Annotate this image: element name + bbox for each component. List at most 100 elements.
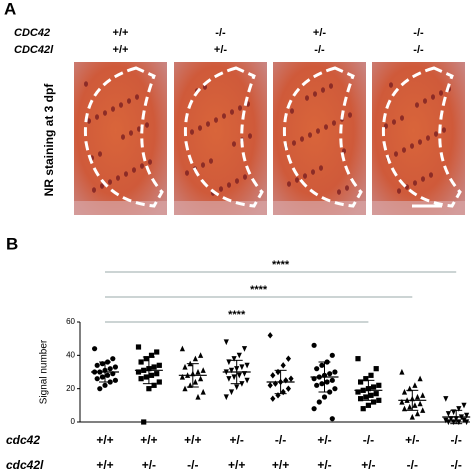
data-point bbox=[275, 392, 281, 399]
stain-dot bbox=[305, 95, 309, 101]
x-tick-label: +/+ bbox=[96, 458, 113, 472]
data-point bbox=[445, 411, 451, 417]
data-point bbox=[399, 398, 405, 405]
stain-dot bbox=[124, 171, 128, 177]
data-point bbox=[135, 344, 142, 350]
data-point bbox=[314, 366, 320, 372]
data-point bbox=[368, 372, 374, 378]
data-point bbox=[192, 378, 198, 385]
stain-dot bbox=[227, 182, 231, 188]
data-point bbox=[443, 396, 449, 402]
x-tick-label: -/- bbox=[407, 458, 418, 472]
stain-dot bbox=[442, 127, 446, 133]
genotype-label: -/- bbox=[413, 44, 424, 56]
stain-dot bbox=[332, 120, 336, 126]
stain-dot bbox=[230, 109, 234, 115]
data-point bbox=[148, 372, 155, 378]
x-tick-label: -/- bbox=[187, 458, 198, 472]
data-point bbox=[138, 376, 144, 382]
data-point bbox=[414, 410, 421, 417]
data-point bbox=[461, 417, 467, 424]
data-point bbox=[445, 419, 451, 426]
data-point bbox=[112, 377, 118, 383]
x-tick-label: +/- bbox=[405, 433, 419, 447]
stain-dot bbox=[185, 170, 189, 176]
data-point bbox=[94, 362, 100, 368]
outline bbox=[183, 66, 264, 208]
stain-dot bbox=[316, 128, 320, 134]
data-point bbox=[226, 376, 232, 382]
image-border bbox=[372, 201, 465, 215]
stain-dot bbox=[100, 183, 104, 189]
data-point bbox=[417, 375, 423, 382]
stain-dot bbox=[308, 132, 312, 138]
data-point bbox=[371, 384, 377, 390]
data-point bbox=[239, 364, 245, 371]
stain-dot bbox=[84, 81, 88, 87]
data-point bbox=[226, 359, 232, 366]
stain-dot bbox=[108, 179, 112, 185]
stain-dot bbox=[232, 141, 236, 147]
y-axis-label: Signal number bbox=[39, 339, 50, 404]
data-point bbox=[412, 382, 418, 388]
data-point bbox=[228, 389, 235, 396]
gene-label: CDC42l bbox=[14, 44, 54, 56]
data-point bbox=[288, 375, 294, 382]
stain-dot bbox=[119, 102, 123, 108]
data-point bbox=[319, 381, 325, 387]
data-point bbox=[236, 372, 242, 379]
data-point bbox=[107, 366, 113, 372]
data-point bbox=[223, 339, 229, 346]
data-point bbox=[148, 352, 155, 358]
genotype-label: -/- bbox=[413, 27, 424, 39]
stain-dot bbox=[434, 131, 438, 137]
data-point bbox=[414, 393, 421, 400]
stain-dot bbox=[321, 87, 325, 93]
data-point bbox=[311, 406, 317, 412]
genotype-label: +/+ bbox=[113, 44, 129, 56]
data-point bbox=[135, 369, 142, 375]
data-point bbox=[456, 419, 462, 426]
stain-dot bbox=[394, 151, 398, 157]
stain-dot bbox=[319, 165, 323, 171]
data-point bbox=[461, 402, 467, 409]
data-point bbox=[195, 393, 201, 400]
data-point bbox=[332, 369, 338, 375]
stain-dot bbox=[423, 98, 427, 104]
data-point bbox=[275, 368, 281, 376]
data-point bbox=[112, 364, 118, 370]
stain-dot bbox=[135, 94, 139, 100]
data-point bbox=[355, 389, 361, 395]
data-point bbox=[234, 384, 240, 391]
stain-dot bbox=[384, 123, 388, 129]
data-point bbox=[94, 376, 100, 382]
stain-dot bbox=[324, 124, 328, 130]
stain-dot bbox=[292, 140, 296, 146]
data-point bbox=[412, 402, 418, 408]
data-point bbox=[311, 342, 317, 348]
data-point bbox=[332, 386, 338, 392]
stain-dot bbox=[431, 94, 435, 100]
data-point bbox=[314, 382, 320, 388]
data-point bbox=[236, 352, 242, 359]
image-border bbox=[74, 201, 167, 215]
data-point bbox=[451, 419, 457, 426]
image-border bbox=[174, 201, 267, 215]
data-point bbox=[420, 392, 426, 398]
data-point bbox=[285, 355, 291, 362]
outline bbox=[381, 66, 462, 208]
data-point bbox=[267, 332, 273, 339]
stain-dot bbox=[219, 186, 223, 192]
stain-dot bbox=[329, 83, 333, 89]
data-point bbox=[373, 391, 379, 397]
data-point bbox=[270, 395, 276, 402]
stain-dot bbox=[413, 180, 417, 186]
stain-dot bbox=[303, 173, 307, 179]
stain-dot bbox=[116, 175, 120, 181]
data-point bbox=[443, 417, 449, 424]
data-point bbox=[376, 382, 382, 388]
stain-dot bbox=[295, 177, 299, 183]
data-point bbox=[200, 388, 206, 395]
genotype-label: +/+ bbox=[113, 27, 129, 39]
stained-image bbox=[372, 62, 465, 215]
